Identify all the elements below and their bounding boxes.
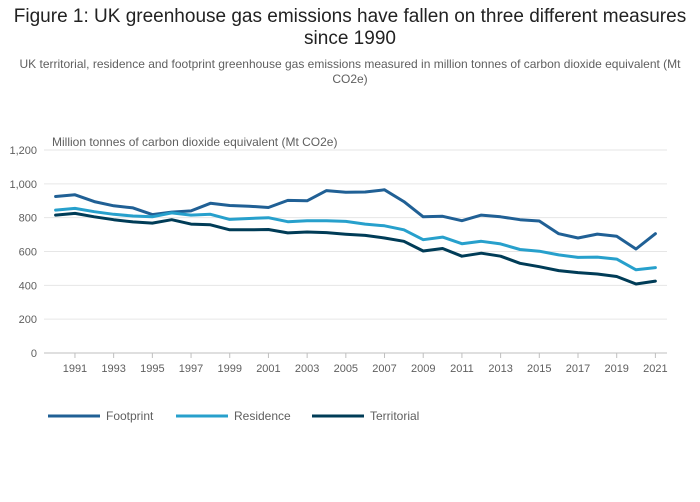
y-tick-label: 1,000 — [9, 179, 37, 191]
chart-title: Figure 1: UK greenhouse gas emissions ha… — [13, 6, 687, 49]
legend[interactable]: Footprint Residence Territorial — [48, 409, 419, 423]
y-tick-label: 800 — [19, 213, 37, 225]
series-line-residence[interactable] — [54, 206, 657, 272]
legend-label: Territorial — [370, 409, 419, 423]
legend-item-territorial[interactable]: Territorial — [312, 409, 419, 423]
x-tick-label: 2011 — [450, 363, 474, 375]
y-tick-label: 200 — [19, 314, 37, 326]
series-line-footprint[interactable] — [54, 188, 657, 251]
y-axis-label: Million tonnes of carbon dioxide equival… — [52, 135, 337, 149]
x-tick-label: 2015 — [527, 363, 551, 375]
x-axis-ticks: 1991 1993 1995 1997 1999 2001 2003 2005 2007 2009… — [63, 353, 668, 375]
y-tick-label: 400 — [19, 280, 37, 292]
gridlines — [44, 149, 667, 354]
x-tick-label: 1997 — [179, 363, 203, 375]
x-tick-label: 1995 — [140, 363, 164, 375]
x-tick-label: 1991 — [63, 363, 87, 375]
x-tick-label: 2021 — [643, 363, 667, 375]
x-tick-label: 1993 — [101, 363, 125, 375]
legend-label: Footprint — [106, 409, 154, 423]
y-axis-ticks: 0 200 400 600 800 1,000 1,200 — [9, 145, 37, 360]
x-tick-label: 2013 — [488, 363, 512, 375]
x-tick-label: 2019 — [604, 363, 628, 375]
x-tick-label: 1999 — [217, 363, 241, 375]
x-tick-label: 2009 — [411, 363, 435, 375]
x-tick-label: 2007 — [372, 363, 396, 375]
x-tick-label: 2001 — [256, 363, 280, 375]
x-tick-label: 2017 — [566, 363, 590, 375]
y-tick-label: 1,200 — [9, 145, 37, 157]
legend-item-footprint[interactable]: Footprint — [48, 409, 154, 423]
x-tick-label: 2003 — [295, 363, 319, 375]
legend-label: Residence — [234, 409, 291, 423]
series-lines — [54, 188, 657, 286]
y-tick-label: 0 — [31, 348, 37, 360]
x-tick-label: 2005 — [334, 363, 358, 375]
legend-item-residence[interactable]: Residence — [176, 409, 291, 423]
y-tick-label: 600 — [19, 247, 37, 259]
series-line-territorial[interactable] — [54, 211, 657, 286]
chart-subtitle: UK territorial, residence and footprint … — [19, 57, 681, 86]
